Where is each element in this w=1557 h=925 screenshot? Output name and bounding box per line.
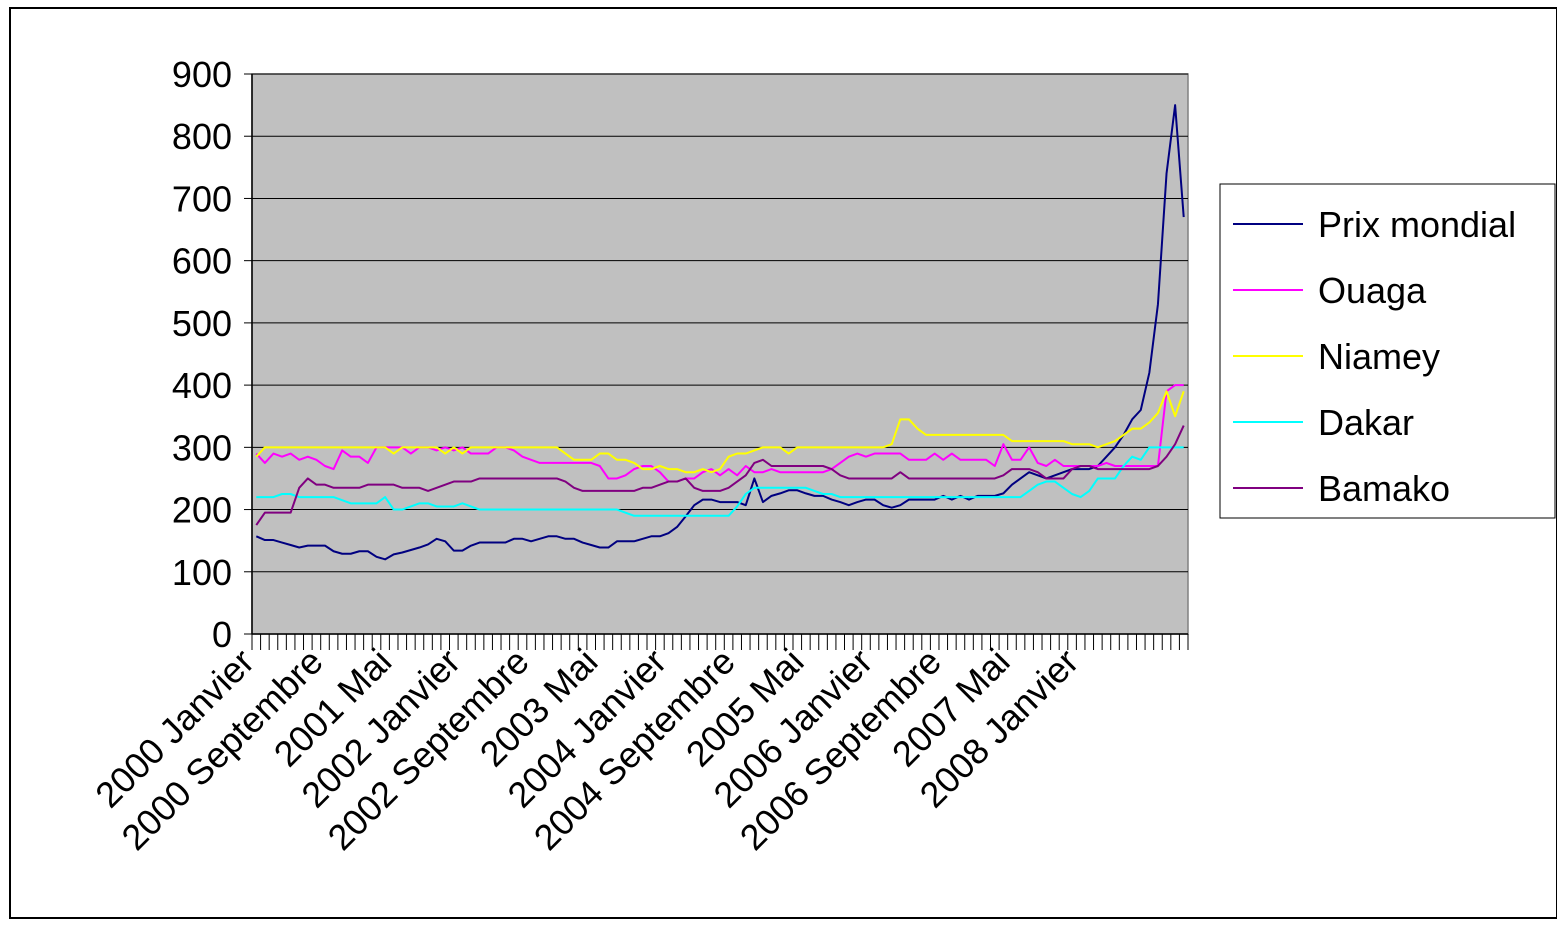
series-line-ouaga bbox=[255, 384, 1184, 483]
legend-label: Prix mondial bbox=[1318, 204, 1516, 245]
legend-label: Bamako bbox=[1318, 468, 1450, 509]
y-tick-label: 400 bbox=[172, 365, 232, 406]
y-tick-label: 600 bbox=[172, 241, 232, 282]
series-line-dakar bbox=[256, 446, 1184, 517]
series-line-bamako bbox=[255, 425, 1185, 526]
y-tick-label: 800 bbox=[172, 116, 232, 157]
legend-box bbox=[1219, 183, 1556, 519]
plot-area bbox=[251, 73, 1189, 635]
y-tick-label: 300 bbox=[172, 427, 232, 468]
gridlines bbox=[252, 73, 1188, 573]
legend-label: Ouaga bbox=[1318, 270, 1427, 311]
y-tick-label: 700 bbox=[172, 178, 232, 219]
y-tick-label: 200 bbox=[172, 490, 232, 531]
series-line-niamey bbox=[255, 390, 1185, 474]
legend-label: Niamey bbox=[1318, 336, 1440, 377]
legend-label: Dakar bbox=[1318, 402, 1414, 443]
y-tick-label: 500 bbox=[172, 303, 232, 344]
y-tick-label: 100 bbox=[172, 552, 232, 593]
series-lines bbox=[255, 104, 1185, 561]
legend: Prix mondial Ouaga Niamey Dakar Bamako bbox=[1219, 183, 1556, 519]
series-line-prix-mondial bbox=[255, 104, 1185, 561]
y-tick-label: 0 bbox=[212, 614, 232, 655]
y-axis: 0 100 200 300 400 500 600 700 800 900 bbox=[172, 54, 253, 655]
y-tick-label: 900 bbox=[172, 54, 232, 95]
